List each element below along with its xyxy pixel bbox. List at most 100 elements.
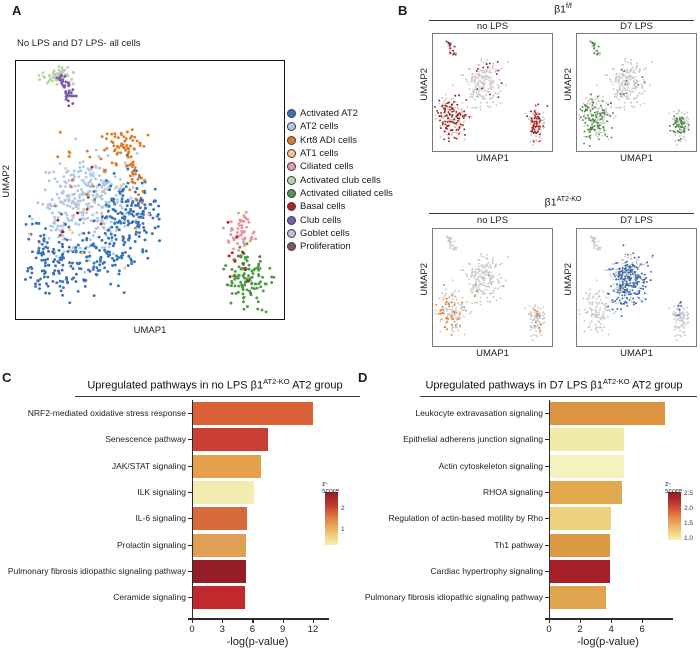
scatter-point (459, 326, 462, 329)
scatter-point (489, 292, 492, 295)
scatter-point (120, 197, 124, 201)
scatter-point (480, 74, 483, 77)
scatter-point (230, 280, 234, 283)
scatter-point (238, 245, 242, 249)
scatter-point (524, 112, 527, 115)
scatter-point (264, 282, 268, 286)
scatter-point (24, 222, 28, 226)
scatter-point (487, 87, 490, 90)
scatter-point (602, 125, 605, 128)
scatter-point (610, 106, 613, 109)
scatter-point (455, 318, 458, 321)
scatter-point (61, 230, 65, 234)
scatter-point (643, 292, 646, 295)
scatter-point (592, 296, 595, 299)
scatter-point (605, 296, 608, 299)
scatter-point (242, 214, 246, 217)
scatter-point (447, 137, 450, 140)
scatter-point (53, 215, 57, 219)
scatter-point (458, 290, 460, 293)
scatter-point (641, 280, 644, 283)
scatter-point (451, 279, 454, 282)
y-axis-tick (545, 597, 549, 599)
scatter-point (600, 117, 603, 120)
scatter-point (486, 263, 489, 266)
scatter-point (461, 124, 464, 127)
x-axis-tick-label: 0 (189, 624, 195, 636)
scatter-point (458, 112, 461, 114)
scatter-point (598, 133, 600, 136)
scatter-point (596, 292, 599, 295)
scatter-point (486, 75, 489, 78)
pathway-bar (549, 533, 610, 557)
scatter-point (241, 292, 245, 296)
x-axis-tick-label: 6 (639, 624, 645, 636)
scatter-point (679, 135, 681, 137)
y-axis-tick (188, 597, 192, 599)
scatter-point (448, 113, 451, 116)
scatter-point (479, 303, 482, 306)
scatter-point (448, 105, 451, 108)
scatter-point (621, 294, 624, 297)
scatter-point (471, 302, 474, 305)
scatter-point (58, 279, 62, 283)
scatter-point (127, 255, 131, 258)
scatter-point (621, 76, 624, 79)
y-axis-tick (188, 465, 192, 467)
scatter-point (60, 66, 64, 70)
scatter-point (230, 267, 234, 271)
pathway-bar (549, 428, 624, 452)
scatter-point (627, 78, 630, 81)
scatter-point (542, 306, 545, 309)
scatter-point (67, 219, 71, 222)
scatter-point (543, 118, 546, 121)
scatter-point (619, 270, 622, 273)
scatter-point (450, 120, 453, 123)
scatter-point (474, 284, 477, 287)
scatter-point (645, 67, 647, 70)
scatter-point (57, 196, 61, 200)
scatter-point (583, 130, 586, 133)
scatter-point (233, 277, 237, 281)
scatter-point (495, 104, 498, 107)
scatter-point (531, 319, 534, 322)
mini-y-axis-label: UMAP2 (419, 263, 430, 296)
scatter-point (141, 222, 145, 225)
scatter-point (586, 101, 589, 104)
scatter-point (106, 250, 110, 254)
scatter-point (585, 97, 588, 99)
scatter-point (591, 303, 594, 306)
scatter-point (124, 185, 128, 189)
scatter-point (537, 306, 539, 309)
scatter-point (109, 184, 113, 188)
scatter-point (624, 74, 627, 77)
scatter-point (683, 308, 686, 310)
scatter-point (47, 179, 51, 183)
scatter-point (460, 307, 463, 310)
scatter-point (132, 147, 136, 151)
scatter-point (247, 220, 251, 224)
legend-item-club: Club cells (287, 213, 393, 226)
scatter-point (116, 151, 120, 155)
scatter-point (588, 301, 591, 304)
scatter-point (641, 281, 644, 284)
scatter-point (617, 106, 620, 109)
scatter-point (93, 164, 97, 168)
scatter-point (578, 114, 581, 117)
scatter-point (605, 101, 608, 104)
scatter-point (612, 278, 614, 281)
umap-mini-scatter (434, 235, 546, 342)
scatter-point (130, 170, 134, 174)
scatter-point (632, 279, 635, 282)
scatter-point (484, 97, 487, 100)
scatter-point (94, 148, 98, 152)
umap-mini-scatter (578, 235, 690, 342)
scatter-point (683, 119, 686, 122)
scatter-point (92, 261, 96, 265)
scatter-point (606, 113, 609, 116)
scatter-point (480, 283, 483, 285)
scatter-point (494, 287, 497, 290)
scatter-point (618, 282, 621, 285)
scatter-point (81, 213, 85, 217)
scatter-point (70, 78, 74, 81)
